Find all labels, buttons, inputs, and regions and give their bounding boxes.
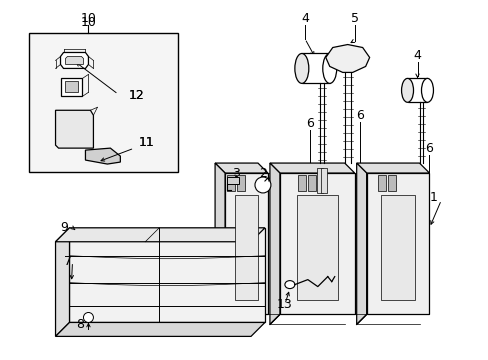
Polygon shape <box>56 110 93 148</box>
Text: 12: 12 <box>128 89 144 102</box>
Ellipse shape <box>322 54 336 84</box>
Text: 12: 12 <box>128 89 144 102</box>
Polygon shape <box>269 163 279 324</box>
Text: 6: 6 <box>425 141 432 155</box>
Polygon shape <box>61 78 82 96</box>
Polygon shape <box>301 54 329 84</box>
Polygon shape <box>56 228 264 242</box>
Text: 2: 2 <box>259 167 266 180</box>
Polygon shape <box>320 168 326 193</box>
Polygon shape <box>269 163 354 173</box>
Polygon shape <box>387 175 395 191</box>
Polygon shape <box>316 168 322 193</box>
Circle shape <box>254 177 270 193</box>
Polygon shape <box>56 228 69 336</box>
Polygon shape <box>64 81 78 92</box>
Ellipse shape <box>294 54 308 84</box>
Text: 11: 11 <box>138 136 154 149</box>
Ellipse shape <box>401 78 413 102</box>
Text: 10: 10 <box>81 12 96 25</box>
Polygon shape <box>56 323 264 336</box>
Polygon shape <box>366 173 428 315</box>
Text: 6: 6 <box>355 109 363 122</box>
Polygon shape <box>325 45 369 72</box>
Text: 9: 9 <box>61 221 68 234</box>
Text: 11: 11 <box>138 136 154 149</box>
Polygon shape <box>215 163 224 324</box>
Polygon shape <box>377 175 385 191</box>
Polygon shape <box>296 195 337 300</box>
Text: 10: 10 <box>81 16 96 29</box>
Polygon shape <box>307 175 315 191</box>
Polygon shape <box>356 163 428 173</box>
Text: 3: 3 <box>232 167 240 180</box>
Polygon shape <box>226 177 239 184</box>
Ellipse shape <box>421 78 432 102</box>
Polygon shape <box>226 175 235 191</box>
Polygon shape <box>356 163 366 324</box>
Text: 8: 8 <box>76 318 84 331</box>
Text: 4: 4 <box>300 12 308 25</box>
Text: 5: 5 <box>350 12 358 25</box>
Text: 6: 6 <box>305 117 313 130</box>
Polygon shape <box>279 173 354 315</box>
Polygon shape <box>234 195 258 300</box>
Polygon shape <box>61 53 88 68</box>
Polygon shape <box>65 57 83 64</box>
Polygon shape <box>237 175 244 191</box>
Polygon shape <box>69 228 264 323</box>
Polygon shape <box>380 195 414 300</box>
Polygon shape <box>85 148 120 164</box>
Circle shape <box>83 312 93 323</box>
Polygon shape <box>215 163 267 173</box>
Polygon shape <box>224 173 267 315</box>
Polygon shape <box>407 78 427 102</box>
Polygon shape <box>297 175 305 191</box>
Polygon shape <box>29 32 178 172</box>
Text: 1: 1 <box>428 192 436 204</box>
Text: 7: 7 <box>64 255 72 268</box>
Polygon shape <box>224 173 428 178</box>
Text: 13: 13 <box>276 298 292 311</box>
Text: 4: 4 <box>413 49 421 62</box>
Ellipse shape <box>285 280 294 289</box>
